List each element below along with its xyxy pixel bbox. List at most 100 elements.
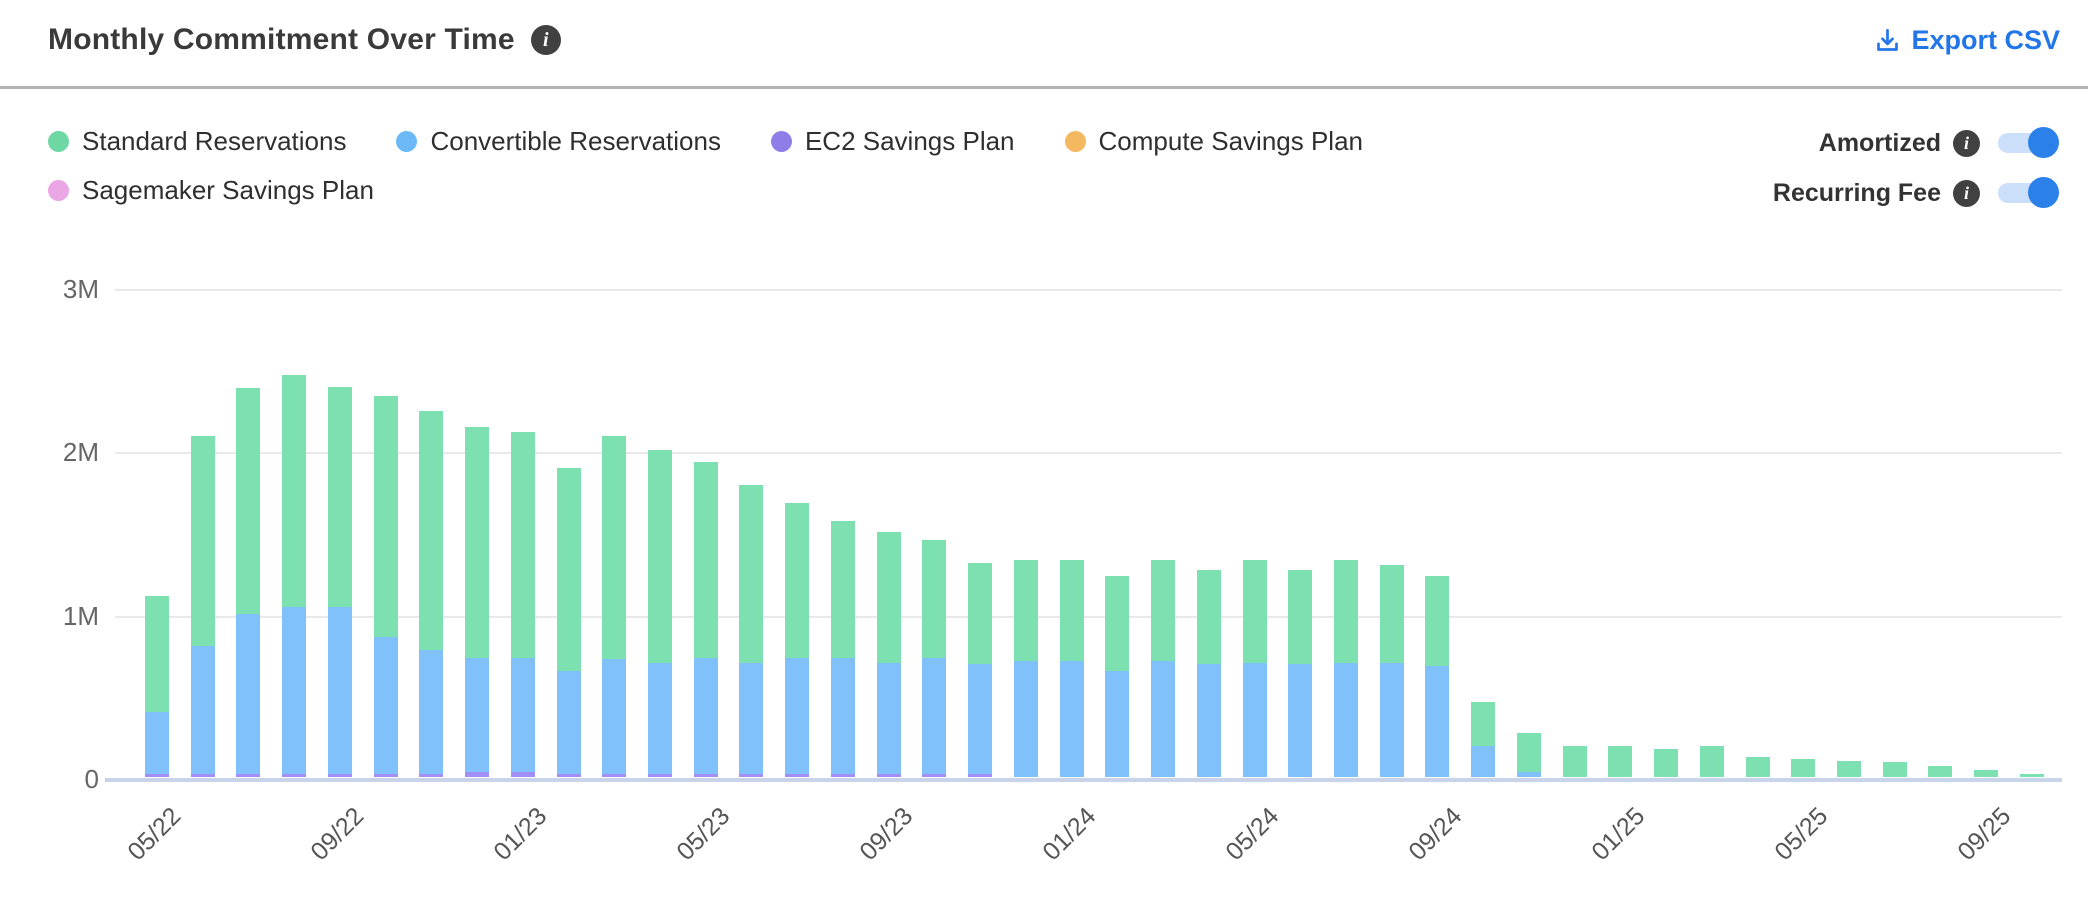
legend-item-4[interactable]: Sagemaker Savings Plan — [48, 175, 374, 206]
bar-segment-ec2-savings-plan[interactable] — [236, 773, 261, 777]
bar-segment-standard-reservations[interactable] — [327, 386, 352, 608]
bar-06/24[interactable] — [1288, 287, 1313, 777]
bar-segment-standard-reservations[interactable] — [1151, 559, 1176, 662]
bar-segment-standard-reservations[interactable] — [556, 468, 581, 671]
bar-segment-convertible-reservations[interactable] — [739, 662, 764, 774]
bar-segment-convertible-reservations[interactable] — [373, 636, 398, 774]
bar-segment-convertible-reservations[interactable] — [968, 664, 993, 774]
bar-02/23[interactable] — [556, 287, 581, 777]
bar-06/22[interactable] — [190, 287, 215, 777]
bar-08/22[interactable] — [282, 287, 307, 777]
bar-segment-convertible-reservations[interactable] — [1333, 662, 1358, 777]
bar-segment-standard-reservations[interactable] — [876, 532, 901, 663]
bar-segment-convertible-reservations[interactable] — [1425, 665, 1450, 777]
bar-segment-convertible-reservations[interactable] — [1516, 772, 1541, 777]
bar-02/25[interactable] — [1654, 287, 1679, 777]
legend-item-1[interactable]: Convertible Reservations — [396, 126, 721, 157]
bar-07/23[interactable] — [785, 287, 810, 777]
bar-segment-ec2-savings-plan[interactable] — [419, 773, 444, 777]
bar-09/25[interactable] — [1974, 287, 1999, 777]
bar-08/23[interactable] — [830, 287, 855, 777]
bar-segment-convertible-reservations[interactable] — [1013, 661, 1038, 777]
bar-04/23[interactable] — [648, 287, 673, 777]
bar-12/24[interactable] — [1562, 287, 1587, 777]
bar-10/23[interactable] — [922, 287, 947, 777]
bar-segment-standard-reservations[interactable] — [236, 388, 261, 614]
bar-05/23[interactable] — [693, 287, 718, 777]
bar-segment-convertible-reservations[interactable] — [282, 607, 307, 774]
bar-segment-convertible-reservations[interactable] — [510, 657, 535, 773]
info-icon[interactable]: i — [1953, 179, 1980, 207]
bar-segment-convertible-reservations[interactable] — [1242, 662, 1267, 777]
bar-segment-standard-reservations[interactable] — [968, 563, 993, 665]
bar-segment-convertible-reservations[interactable] — [465, 657, 490, 773]
bar-01/23[interactable] — [510, 287, 535, 777]
bar-segment-convertible-reservations[interactable] — [1471, 745, 1496, 777]
bar-segment-standard-reservations[interactable] — [1562, 745, 1587, 777]
bar-09/22[interactable] — [327, 287, 352, 777]
bar-segment-ec2-savings-plan[interactable] — [282, 773, 307, 777]
toggle-switch[interactable] — [1998, 127, 2059, 158]
bar-segment-standard-reservations[interactable] — [785, 502, 810, 658]
bar-segment-standard-reservations[interactable] — [1837, 760, 1861, 777]
bar-segment-ec2-savings-plan[interactable] — [190, 773, 215, 777]
bar-segment-standard-reservations[interactable] — [190, 435, 215, 647]
bar-segment-standard-reservations[interactable] — [510, 432, 535, 658]
bar-09/24[interactable] — [1425, 287, 1450, 777]
bar-segment-ec2-savings-plan[interactable] — [556, 773, 581, 777]
bar-segment-standard-reservations[interactable] — [1059, 559, 1084, 662]
bar-segment-convertible-reservations[interactable] — [1105, 670, 1130, 777]
bar-02/24[interactable] — [1105, 287, 1130, 777]
bar-segment-standard-reservations[interactable] — [1471, 701, 1496, 746]
bar-segment-convertible-reservations[interactable] — [648, 662, 673, 774]
bar-segment-standard-reservations[interactable] — [648, 450, 673, 663]
bar-segment-standard-reservations[interactable] — [1654, 749, 1679, 777]
bar-segment-standard-reservations[interactable] — [1791, 759, 1816, 777]
bar-segment-standard-reservations[interactable] — [373, 396, 398, 637]
bar-segment-convertible-reservations[interactable] — [145, 711, 169, 774]
bar-11/24[interactable] — [1516, 287, 1541, 777]
bar-11/23[interactable] — [968, 287, 993, 777]
bar-11/22[interactable] — [419, 287, 444, 777]
bar-segment-convertible-reservations[interactable] — [602, 659, 627, 774]
legend-item-3[interactable]: Compute Savings Plan — [1064, 126, 1363, 157]
legend-item-2[interactable]: EC2 Savings Plan — [770, 126, 1015, 157]
bar-06/23[interactable] — [739, 287, 764, 777]
bar-segment-standard-reservations[interactable] — [1928, 765, 1953, 777]
legend-item-0[interactable]: Standard Reservations — [48, 126, 346, 157]
bar-05/25[interactable] — [1791, 287, 1816, 777]
bar-segment-standard-reservations[interactable] — [1974, 770, 1999, 777]
bar-segment-ec2-savings-plan[interactable] — [968, 773, 993, 777]
bar-segment-standard-reservations[interactable] — [1745, 757, 1770, 777]
bar-segment-convertible-reservations[interactable] — [419, 649, 444, 774]
bar-segment-standard-reservations[interactable] — [1882, 762, 1907, 777]
toggle-switch[interactable] — [1998, 177, 2059, 208]
bar-segment-standard-reservations[interactable] — [602, 435, 627, 660]
bar-segment-convertible-reservations[interactable] — [693, 657, 718, 774]
bar-segment-standard-reservations[interactable] — [419, 411, 444, 650]
bar-segment-standard-reservations[interactable] — [1288, 569, 1313, 665]
bar-05/24[interactable] — [1242, 287, 1267, 777]
bar-segment-ec2-savings-plan[interactable] — [830, 773, 855, 777]
info-icon[interactable]: i — [1953, 129, 1980, 157]
bar-segment-ec2-savings-plan[interactable] — [693, 773, 718, 777]
bar-01/24[interactable] — [1059, 287, 1084, 777]
bar-segment-standard-reservations[interactable] — [1379, 564, 1404, 663]
bar-04/25[interactable] — [1745, 287, 1770, 777]
bar-01/25[interactable] — [1608, 287, 1633, 777]
bar-segment-convertible-reservations[interactable] — [556, 670, 581, 774]
bar-segment-standard-reservations[interactable] — [830, 520, 855, 658]
bar-segment-standard-reservations[interactable] — [2019, 773, 2044, 777]
bar-segment-convertible-reservations[interactable] — [190, 646, 215, 774]
bar-09/23[interactable] — [876, 287, 901, 777]
bar-07/22[interactable] — [236, 287, 261, 777]
bar-segment-standard-reservations[interactable] — [1425, 576, 1450, 666]
bar-03/25[interactable] — [1699, 287, 1724, 777]
bar-segment-standard-reservations[interactable] — [1333, 559, 1358, 663]
bar-segment-standard-reservations[interactable] — [1242, 559, 1267, 663]
bar-segment-ec2-savings-plan[interactable] — [465, 772, 490, 777]
bar-segment-standard-reservations[interactable] — [1013, 559, 1038, 662]
bar-segment-convertible-reservations[interactable] — [876, 662, 901, 774]
bar-segment-convertible-reservations[interactable] — [236, 613, 261, 774]
bar-segment-ec2-savings-plan[interactable] — [327, 773, 352, 777]
